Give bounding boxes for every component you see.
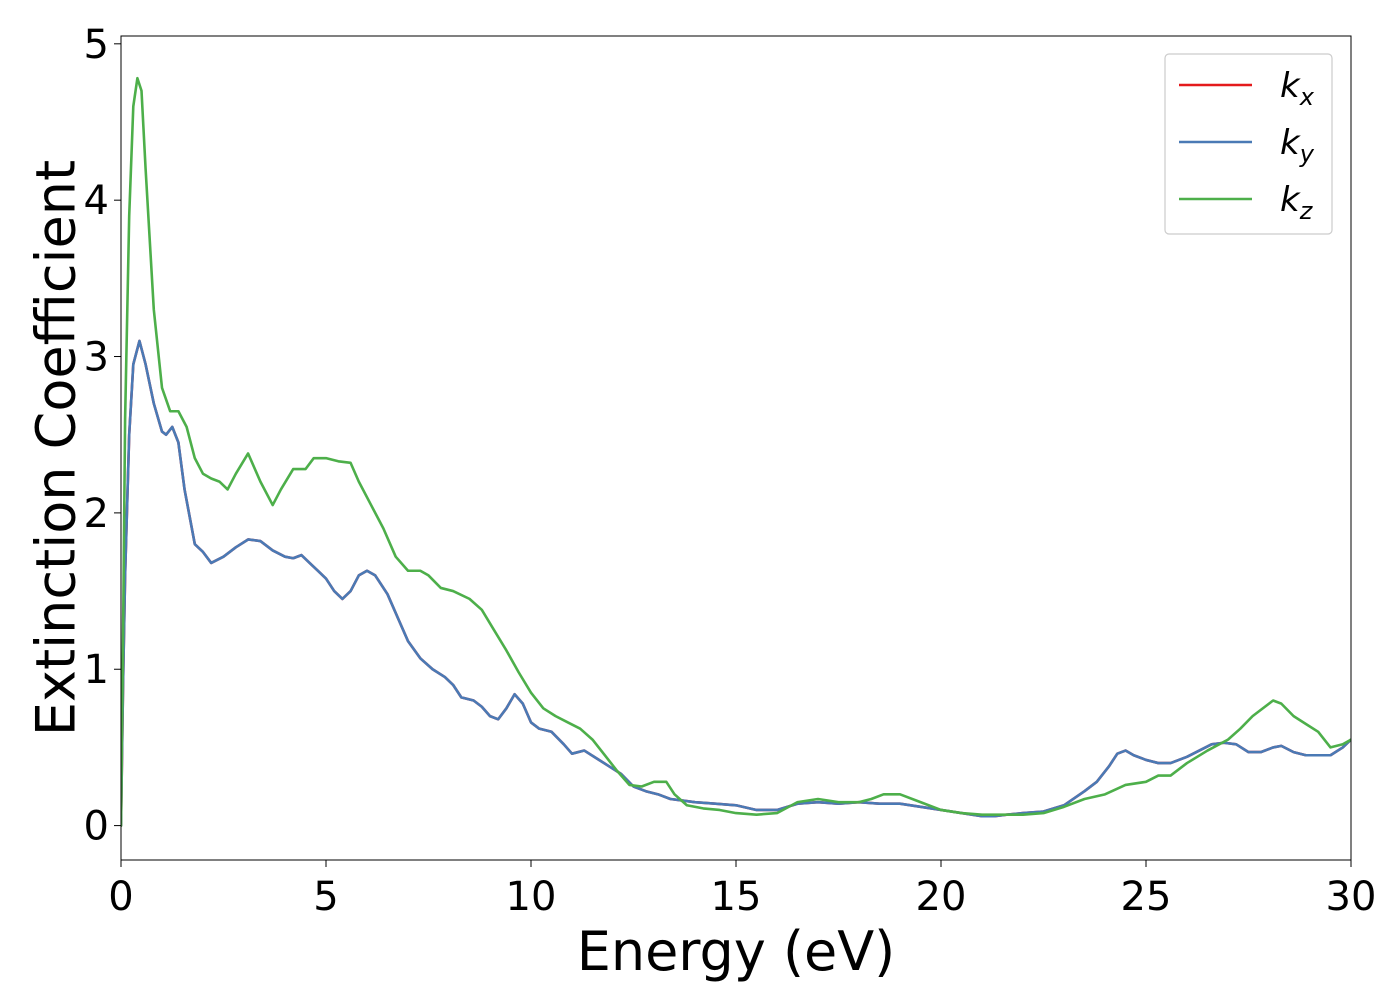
x-tick-label: 10: [506, 874, 557, 920]
x-tick-label: 15: [711, 874, 762, 920]
x-axis: 0 5 10 15 20 25 30: [108, 860, 1376, 920]
series-line-y: [121, 339, 1351, 827]
y-tick-label: 0: [84, 804, 109, 850]
series-line-z: [121, 76, 1351, 827]
x-tick-label: 25: [1121, 874, 1172, 920]
legend-label-main: k: [1280, 180, 1301, 220]
legend-label-main: k: [1280, 66, 1301, 106]
legend-label-y: ky: [1280, 123, 1315, 168]
y-tick-label: 4: [84, 178, 109, 224]
plot-area: [120, 35, 1352, 861]
x-tick-label: 5: [313, 874, 338, 920]
legend-label-subscript: x: [1299, 83, 1315, 111]
x-tick-label: 30: [1326, 874, 1377, 920]
y-axis-label: Extinction Coefficient: [25, 160, 88, 736]
y-tick-label: 1: [84, 647, 109, 693]
legend-box: [1164, 53, 1333, 235]
series-layer: [121, 76, 1351, 827]
x-tick-label: 0: [108, 874, 133, 920]
x-axis-label: Energy (eV): [577, 920, 896, 983]
y-tick-label: 2: [84, 491, 109, 537]
legend-label-z: kz: [1280, 180, 1314, 225]
legend-label-subscript: z: [1299, 197, 1314, 225]
legend-label-subscript: y: [1299, 140, 1315, 168]
legend-label-main: k: [1280, 123, 1301, 163]
y-tick-label: 5: [84, 22, 109, 68]
x-tick-label: 20: [916, 874, 967, 920]
y-tick-label: 3: [84, 335, 109, 381]
y-axis: 0 1 2 3 4 5: [84, 22, 121, 850]
legend-label-x: kx: [1280, 66, 1315, 111]
